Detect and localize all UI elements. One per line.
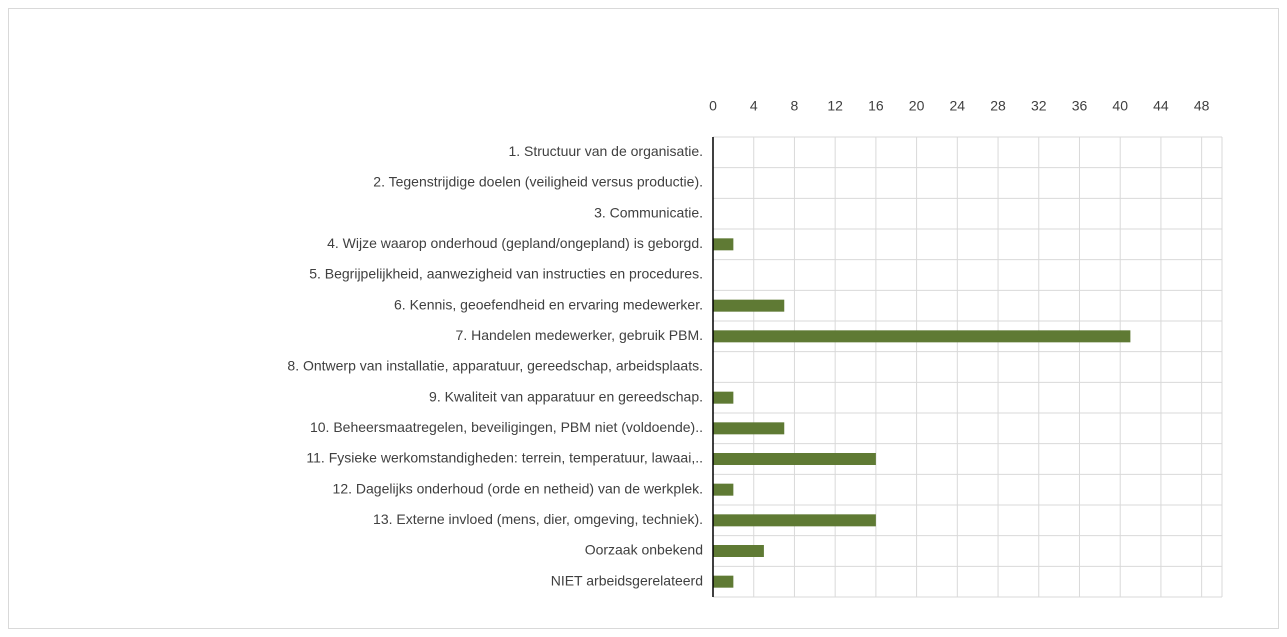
bar — [713, 299, 785, 312]
x-tick-label: 8 — [791, 98, 799, 114]
y-tick-label: Oorzaak onbekend — [585, 542, 703, 558]
x-tick-label: 40 — [1112, 98, 1128, 114]
bar — [713, 422, 785, 435]
y-tick-label: 4. Wijze waarop onderhoud (gepland/ongep… — [327, 235, 703, 251]
y-tick-label: 8. Ontwerp van installatie, apparatuur, … — [287, 358, 703, 374]
y-tick-label: NIET arbeidsgerelateerd — [551, 572, 703, 588]
y-tick-label: 11. Fysieke werkomstandigheden: terrein,… — [306, 450, 703, 466]
x-tick-label: 4 — [750, 98, 758, 114]
bar — [713, 453, 876, 465]
y-tick-label: 5. Begrijpelijkheid, aanwezigheid van in… — [309, 266, 703, 282]
y-tick-label: 1. Structuur van de organisatie. — [508, 143, 703, 159]
x-tick-label: 20 — [909, 98, 925, 114]
y-tick-label: 10. Beheersmaatregelen, beveiligingen, P… — [310, 419, 703, 435]
y-tick-label: 2. Tegenstrijdige doelen (veiligheid ver… — [373, 174, 703, 190]
x-tick-label: 12 — [827, 98, 843, 114]
bar — [713, 483, 734, 496]
y-tick-label: 12. Dagelijks onderhoud (orde en netheid… — [333, 480, 703, 496]
x-tick-label: 44 — [1153, 98, 1169, 114]
y-tick-label: 6. Kennis, geoefendheid en ervaring mede… — [394, 296, 703, 312]
bar — [713, 330, 1131, 343]
chart-border — [8, 8, 1279, 629]
y-tick-label: 7. Handelen medewerker, gebruik PBM. — [456, 327, 703, 343]
x-tick-label: 36 — [1072, 98, 1088, 114]
bar — [713, 575, 734, 588]
bar — [713, 238, 734, 251]
y-tick-label: 3. Communicatie. — [594, 204, 703, 220]
x-tick-label: 48 — [1194, 98, 1210, 114]
bar — [713, 545, 764, 557]
y-tick-label: 9. Kwaliteit van apparatuur en gereedsch… — [429, 388, 703, 404]
x-tick-label: 28 — [990, 98, 1006, 114]
x-tick-label: 16 — [868, 98, 884, 114]
x-tick-label: 24 — [950, 98, 966, 114]
y-tick-label: 13. Externe invloed (mens, dier, omgevin… — [373, 511, 703, 527]
bar — [713, 391, 734, 404]
x-tick-label: 0 — [709, 98, 717, 114]
bar — [713, 514, 876, 527]
x-tick-label: 32 — [1031, 98, 1047, 114]
